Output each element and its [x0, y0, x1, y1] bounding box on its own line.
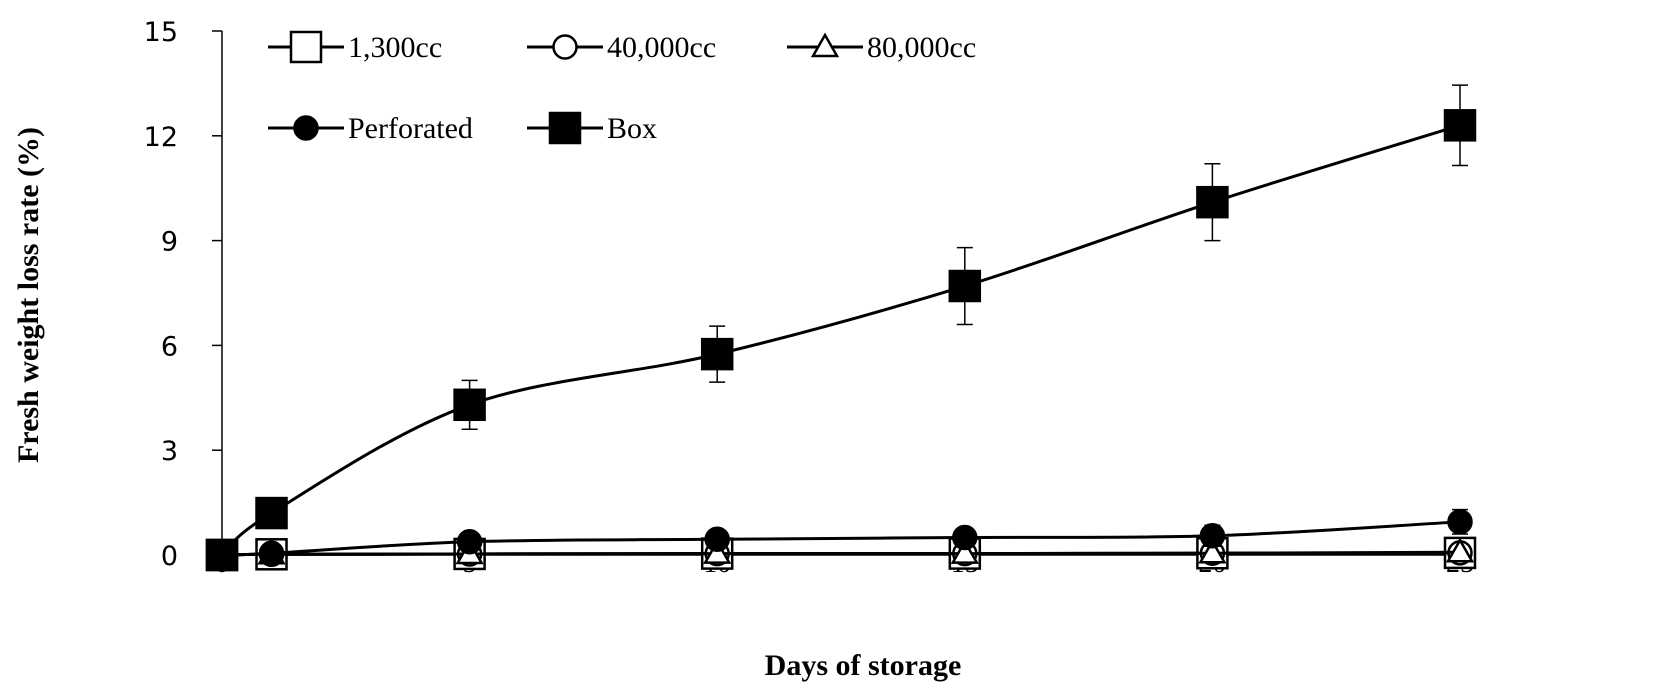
data-point: [1198, 538, 1227, 564]
legend-marker: [810, 32, 840, 58]
data-point: [700, 337, 734, 371]
data-point: [1445, 537, 1475, 563]
series-line: [221, 520, 1461, 557]
data-point: [1447, 509, 1473, 535]
data-point: [453, 388, 486, 422]
series-4: [205, 84, 1477, 572]
legend-label: Box: [607, 112, 657, 145]
legend-label: 1,300cc: [348, 31, 442, 64]
data-point: [205, 538, 239, 572]
legend-item-4: Box: [527, 111, 657, 145]
y-tick-label: 3: [161, 436, 178, 467]
data-point: [258, 540, 285, 567]
data-point: [952, 524, 978, 551]
y-tick-label: 12: [144, 122, 178, 153]
data-point: [456, 528, 483, 555]
data-point: [948, 269, 982, 303]
y-tick-label: 6: [161, 331, 178, 362]
legend-label: Perforated: [348, 112, 473, 145]
legend-item-1: 40,000cc: [527, 31, 716, 64]
legend-label: 80,000cc: [867, 31, 976, 64]
data-point: [704, 526, 730, 553]
y-tick-label: 9: [161, 227, 178, 258]
data-point: [950, 539, 979, 564]
series-line: [220, 123, 1461, 557]
data-point: [1196, 185, 1229, 219]
data-point: [1443, 109, 1477, 142]
legend: 1,300cc 40,000cc 80,000cc Perforated Box: [268, 30, 976, 145]
series-3: [209, 508, 1473, 568]
legend-item-0: 1,300cc: [268, 30, 442, 64]
data-series: [205, 84, 1477, 572]
legend-item-3: Perforated: [268, 112, 473, 145]
legend-item-2: 80,000cc: [787, 31, 976, 64]
legend-marker: [293, 115, 319, 141]
y-tick-labels: 0 3 6 9 12 15: [144, 17, 178, 572]
legend-marker: [552, 34, 578, 60]
y-tick-label: 0: [161, 541, 178, 572]
legend-marker: [289, 30, 323, 64]
legend-label: 40,000cc: [607, 31, 716, 64]
y-axis-title: Fresh weight loss rate (%): [12, 127, 45, 463]
y-tick-label: 15: [144, 17, 178, 48]
x-axis-title: Days of storage: [765, 649, 962, 682]
data-point: [703, 539, 732, 564]
data-point: [255, 496, 288, 530]
data-point: [1199, 523, 1226, 549]
legend-marker: [548, 111, 582, 145]
